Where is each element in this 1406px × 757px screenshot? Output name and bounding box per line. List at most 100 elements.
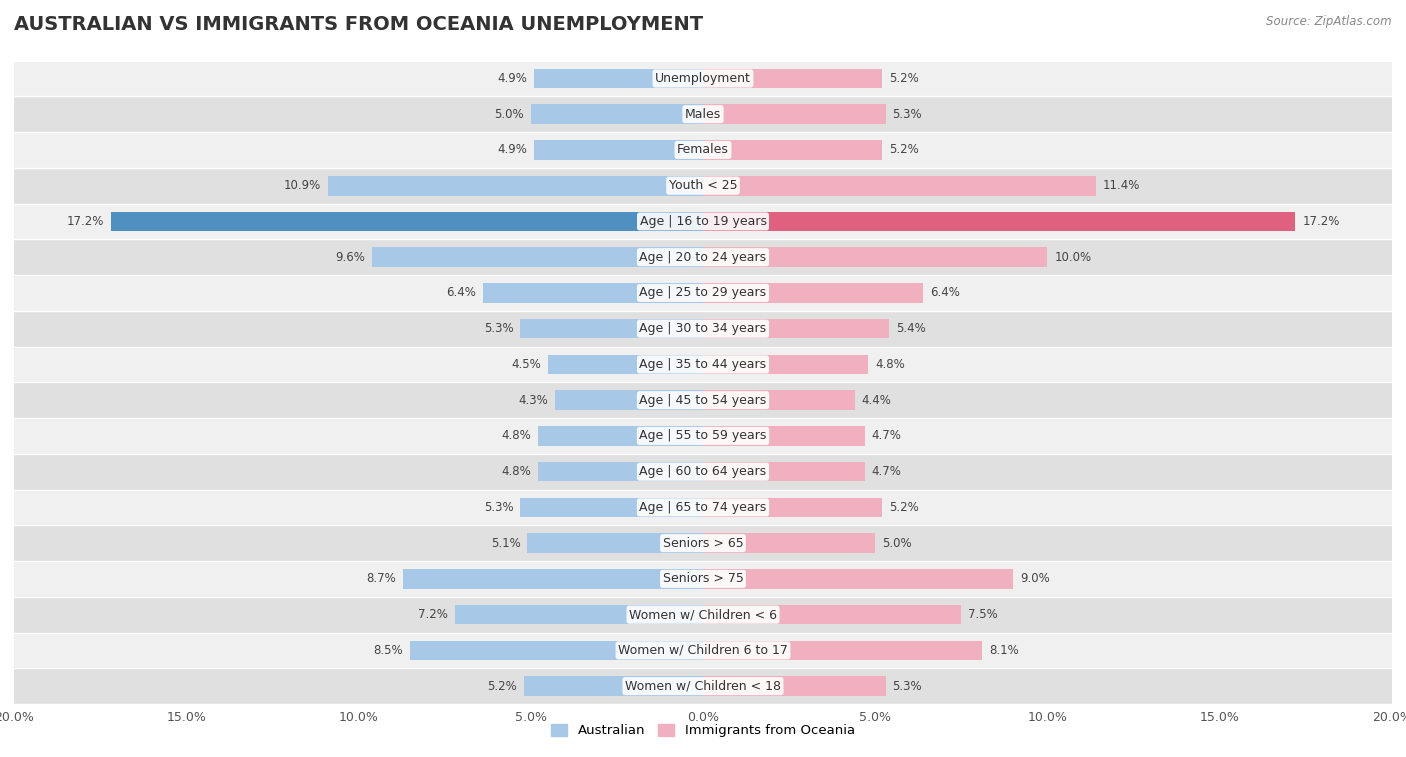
Bar (703, 212, 1295, 231)
Text: Age | 35 to 44 years: Age | 35 to 44 years (640, 358, 766, 371)
Text: Age | 16 to 19 years: Age | 16 to 19 years (640, 215, 766, 228)
Text: 5.3%: 5.3% (893, 107, 922, 120)
Bar (703, 605, 962, 625)
Bar (14, 668, 1392, 704)
Bar (14, 275, 1392, 311)
Bar (14, 132, 1392, 168)
Bar (531, 104, 703, 124)
Bar (703, 462, 865, 481)
Bar (520, 319, 703, 338)
Bar (411, 640, 703, 660)
Bar (537, 426, 703, 446)
Bar (14, 96, 1392, 132)
Text: Age | 60 to 64 years: Age | 60 to 64 years (640, 465, 766, 478)
Bar (703, 497, 882, 517)
Text: 9.6%: 9.6% (336, 251, 366, 263)
Bar (703, 176, 1095, 195)
Text: 5.2%: 5.2% (488, 680, 517, 693)
Bar (404, 569, 703, 589)
Bar (703, 676, 886, 696)
Text: 4.8%: 4.8% (501, 465, 531, 478)
Bar (520, 497, 703, 517)
Text: Age | 30 to 34 years: Age | 30 to 34 years (640, 322, 766, 335)
Text: 17.2%: 17.2% (1302, 215, 1340, 228)
Text: 5.4%: 5.4% (896, 322, 925, 335)
Bar (703, 426, 865, 446)
Bar (703, 104, 886, 124)
Text: 5.3%: 5.3% (484, 322, 513, 335)
Text: 4.5%: 4.5% (512, 358, 541, 371)
Text: 6.4%: 6.4% (446, 286, 475, 300)
Text: Age | 25 to 29 years: Age | 25 to 29 years (640, 286, 766, 300)
Text: 4.9%: 4.9% (498, 143, 527, 157)
Text: Females: Females (678, 143, 728, 157)
Text: 4.4%: 4.4% (862, 394, 891, 407)
Text: Age | 65 to 74 years: Age | 65 to 74 years (640, 501, 766, 514)
Text: 5.0%: 5.0% (882, 537, 911, 550)
Text: 10.9%: 10.9% (284, 179, 321, 192)
Bar (14, 453, 1392, 490)
Text: AUSTRALIAN VS IMMIGRANTS FROM OCEANIA UNEMPLOYMENT: AUSTRALIAN VS IMMIGRANTS FROM OCEANIA UN… (14, 15, 703, 34)
Text: 8.5%: 8.5% (374, 644, 404, 657)
Text: 5.1%: 5.1% (491, 537, 520, 550)
Text: Youth < 25: Youth < 25 (669, 179, 737, 192)
Text: 11.4%: 11.4% (1102, 179, 1140, 192)
Bar (328, 176, 703, 195)
Text: Age | 45 to 54 years: Age | 45 to 54 years (640, 394, 766, 407)
Text: 8.7%: 8.7% (367, 572, 396, 585)
Bar (14, 597, 1392, 633)
Bar (537, 462, 703, 481)
Bar (527, 534, 703, 553)
Bar (14, 633, 1392, 668)
Text: 5.2%: 5.2% (889, 501, 918, 514)
Text: 5.2%: 5.2% (889, 72, 918, 85)
Text: 7.2%: 7.2% (418, 608, 449, 621)
Text: 5.2%: 5.2% (889, 143, 918, 157)
Text: 10.0%: 10.0% (1054, 251, 1091, 263)
Bar (14, 347, 1392, 382)
Text: 8.1%: 8.1% (988, 644, 1019, 657)
Bar (14, 61, 1392, 96)
Bar (703, 391, 855, 410)
Bar (703, 283, 924, 303)
Text: 5.0%: 5.0% (495, 107, 524, 120)
Bar (482, 283, 703, 303)
Legend: Australian, Immigrants from Oceania: Australian, Immigrants from Oceania (546, 718, 860, 743)
Bar (524, 676, 703, 696)
Text: 4.7%: 4.7% (872, 465, 901, 478)
Bar (373, 248, 703, 267)
Bar (703, 248, 1047, 267)
Text: Age | 55 to 59 years: Age | 55 to 59 years (640, 429, 766, 442)
Text: Age | 20 to 24 years: Age | 20 to 24 years (640, 251, 766, 263)
Text: Women w/ Children < 6: Women w/ Children < 6 (628, 608, 778, 621)
Bar (534, 69, 703, 89)
Text: Unemployment: Unemployment (655, 72, 751, 85)
Bar (703, 354, 869, 374)
Bar (14, 561, 1392, 597)
Bar (703, 69, 882, 89)
Bar (14, 168, 1392, 204)
Bar (703, 140, 882, 160)
Bar (703, 569, 1012, 589)
Bar (548, 354, 703, 374)
Bar (534, 140, 703, 160)
Bar (555, 391, 703, 410)
Bar (14, 204, 1392, 239)
Text: Source: ZipAtlas.com: Source: ZipAtlas.com (1267, 15, 1392, 28)
Bar (14, 382, 1392, 418)
Text: Women w/ Children 6 to 17: Women w/ Children 6 to 17 (619, 644, 787, 657)
Bar (703, 640, 981, 660)
Text: 5.3%: 5.3% (893, 680, 922, 693)
Text: Seniors > 75: Seniors > 75 (662, 572, 744, 585)
Text: Seniors > 65: Seniors > 65 (662, 537, 744, 550)
Text: 4.3%: 4.3% (519, 394, 548, 407)
Text: 6.4%: 6.4% (931, 286, 960, 300)
Text: 4.8%: 4.8% (501, 429, 531, 442)
Text: 5.3%: 5.3% (484, 501, 513, 514)
Bar (14, 525, 1392, 561)
Text: Males: Males (685, 107, 721, 120)
Text: 7.5%: 7.5% (969, 608, 998, 621)
Text: 17.2%: 17.2% (66, 215, 104, 228)
Text: 4.8%: 4.8% (875, 358, 905, 371)
Bar (14, 418, 1392, 453)
